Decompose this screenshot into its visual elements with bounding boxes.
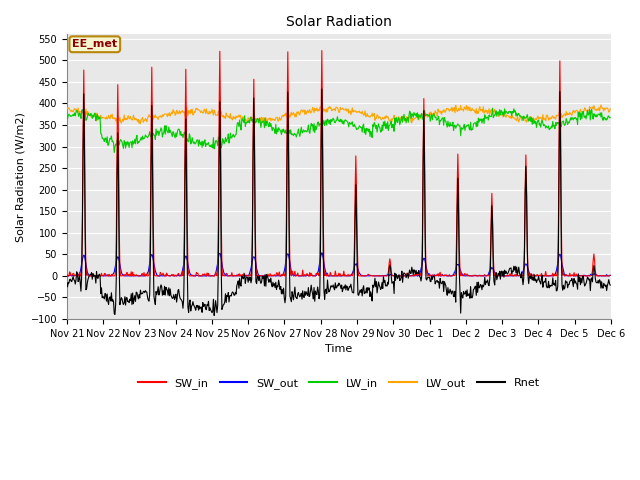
Y-axis label: Solar Radiation (W/m2): Solar Radiation (W/m2) (15, 112, 25, 241)
Title: Solar Radiation: Solar Radiation (286, 15, 392, 29)
Legend: SW_in, SW_out, LW_in, LW_out, Rnet: SW_in, SW_out, LW_in, LW_out, Rnet (133, 373, 545, 393)
X-axis label: Time: Time (325, 344, 353, 354)
Text: EE_met: EE_met (72, 39, 117, 49)
